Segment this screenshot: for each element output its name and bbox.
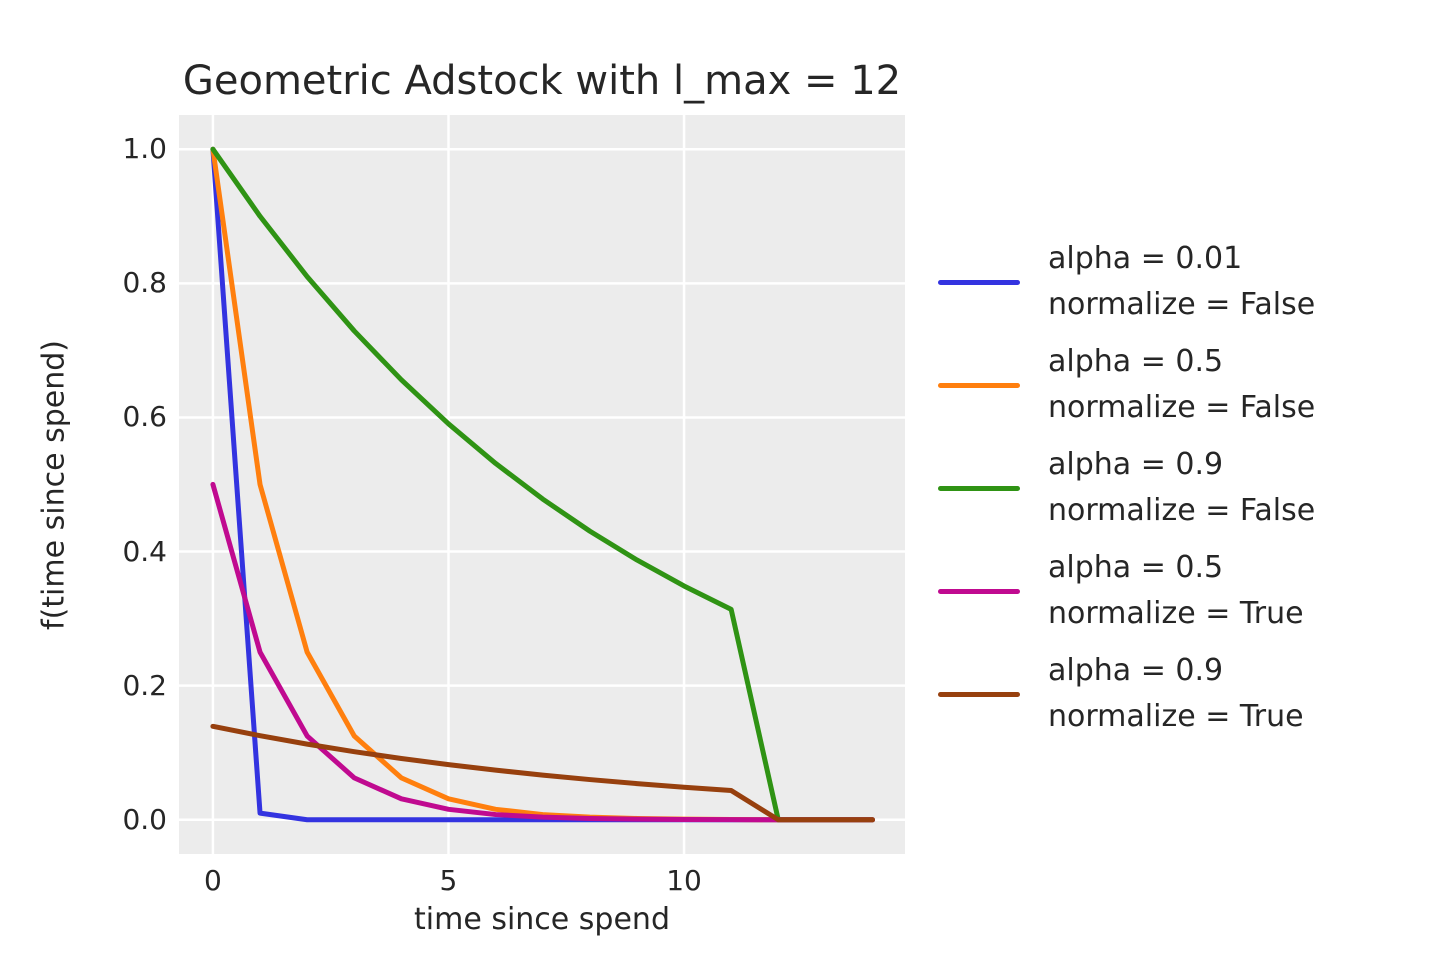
legend-swatch-line <box>938 691 1020 697</box>
chart-title: Geometric Adstock with l_max = 12 <box>182 58 902 104</box>
y-tick-label: 1.0 <box>122 132 167 166</box>
legend-entry-2: alpha = 0.5 normalize = False <box>938 339 1315 431</box>
legend-label-line2: normalize = True <box>1048 699 1304 734</box>
x-tick-label: 5 <box>439 864 458 897</box>
y-tick-label: 0.4 <box>122 534 167 568</box>
legend-label-line1: alpha = 0.9 <box>1048 653 1224 688</box>
legend-entry-5: alpha = 0.9 normalize = True <box>938 648 1315 740</box>
legend-label-line1: alpha = 0.5 <box>1048 344 1224 379</box>
y-tick-label: 0.0 <box>122 802 167 836</box>
legend-swatch-line <box>938 485 1020 491</box>
legend-entry-3: alpha = 0.9 normalize = False <box>938 442 1315 534</box>
legend-label-line1: alpha = 0.5 <box>1048 550 1224 585</box>
legend-label: alpha = 0.9 normalize = False <box>1048 442 1315 534</box>
axes-background <box>179 115 905 854</box>
legend-swatch-line <box>938 382 1020 388</box>
legend-entry-1: alpha = 0.01 normalize = False <box>938 236 1315 328</box>
legend-label: alpha = 0.01 normalize = False <box>1048 236 1315 328</box>
series-line-3 <box>210 146 875 823</box>
legend-label: alpha = 0.5 normalize = False <box>1048 339 1315 431</box>
legend-swatch-line <box>938 588 1020 594</box>
legend-label: alpha = 0.9 normalize = True <box>1048 648 1304 740</box>
x-tick-label: 10 <box>666 864 702 897</box>
x-tick-label: 0 <box>203 864 222 897</box>
legend-entry-4: alpha = 0.5 normalize = True <box>938 545 1315 637</box>
legend-label-line2: normalize = False <box>1048 493 1316 528</box>
legend-label: alpha = 0.5 normalize = True <box>1048 545 1304 637</box>
y-tick-label: 0.8 <box>122 266 167 300</box>
series-line-4 <box>210 481 875 823</box>
series-line-5 <box>210 723 875 823</box>
y-axis-label: f(time since spend) <box>36 340 72 630</box>
y-tick-label: 0.2 <box>122 668 167 702</box>
legend-label-line2: normalize = False <box>1048 390 1316 425</box>
legend-label-line2: normalize = False <box>1048 287 1316 322</box>
legend-label-line2: normalize = True <box>1048 596 1304 631</box>
legend-label-line1: alpha = 0.01 <box>1048 241 1243 276</box>
y-tick-label: 0.6 <box>122 400 167 434</box>
legend: alpha = 0.01 normalize = False alpha = 0.5… <box>938 236 1315 740</box>
legend-swatch-line <box>938 279 1020 285</box>
x-axis-label: time since spend <box>414 902 670 937</box>
legend-label-line1: alpha = 0.9 <box>1048 447 1224 482</box>
